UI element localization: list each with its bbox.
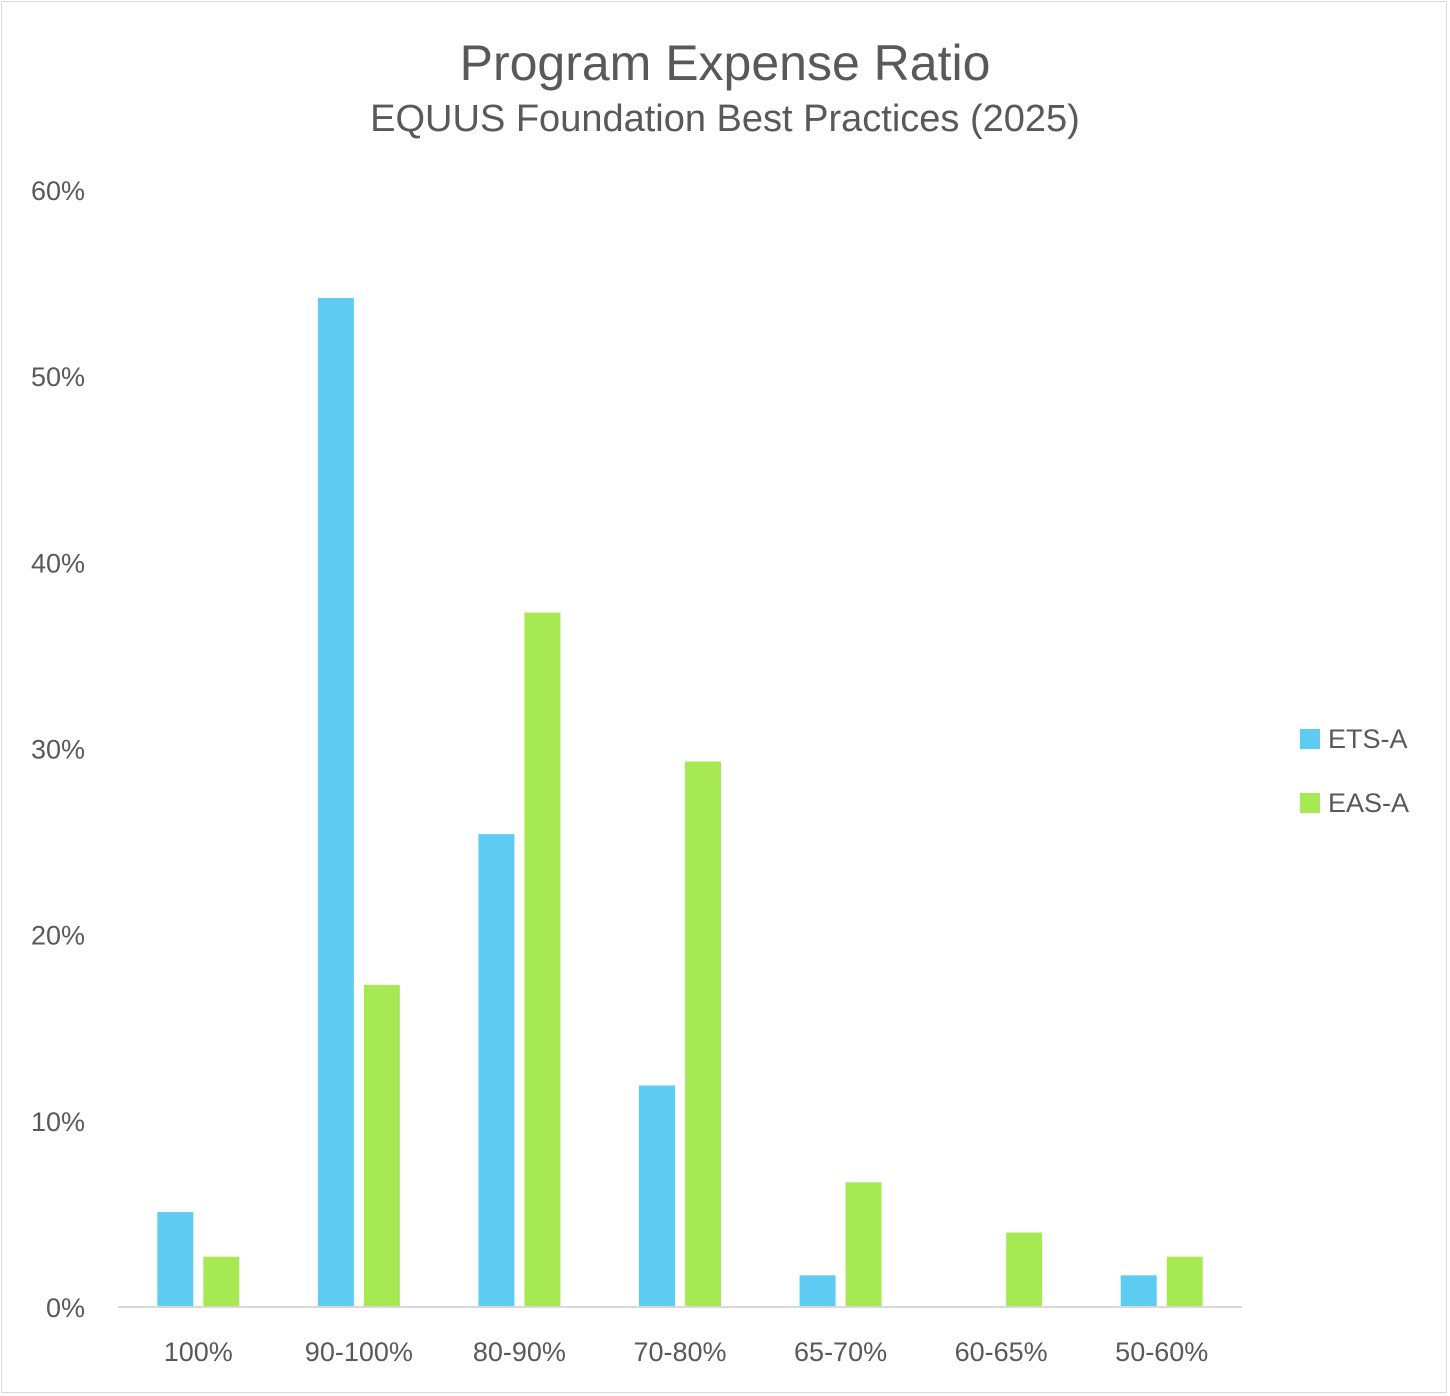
bar-eas-a-0 <box>203 1256 240 1307</box>
x-tick-label: 50-60% <box>1115 1337 1208 1367</box>
bar-ets-a-2 <box>478 834 515 1307</box>
x-tick-label: 80-90% <box>473 1337 566 1367</box>
bar-eas-a-1 <box>363 984 400 1307</box>
bar-ets-a-3 <box>639 1085 675 1307</box>
bar-ets-a-1 <box>317 297 354 1307</box>
chart-title: Program Expense Ratio <box>459 35 991 91</box>
legend-swatch-ets-a <box>1300 729 1320 749</box>
bar-eas-a-2 <box>524 612 561 1307</box>
y-tick-label: 20% <box>31 921 85 951</box>
y-tick-label: 0% <box>46 1293 85 1323</box>
y-tick-label: 40% <box>31 548 85 578</box>
bar-ets-a-0 <box>157 1212 194 1307</box>
legend-item-eas-a: EAS-A <box>1300 786 1409 820</box>
y-tick-label: 60% <box>31 176 85 206</box>
chart-subtitle: EQUUS Foundation Best Practices (2025) <box>370 98 1080 140</box>
bar-eas-a-4 <box>845 1182 882 1307</box>
y-tick-label: 50% <box>31 362 85 392</box>
bar-eas-a-5 <box>1006 1232 1043 1307</box>
legend-swatch-eas-a <box>1300 793 1320 813</box>
legend-label-eas-a: EAS-A <box>1328 787 1410 818</box>
y-tick-label: 30% <box>31 735 85 765</box>
x-tick-label: 65-70% <box>794 1337 887 1367</box>
bar-eas-a-6 <box>1166 1256 1203 1307</box>
y-tick-label: 10% <box>31 1107 85 1137</box>
x-tick-label: 100% <box>164 1337 233 1367</box>
legend-item-ets-a: ETS-A <box>1300 722 1409 756</box>
bar-ets-a-4 <box>799 1275 836 1307</box>
x-tick-label: 70-80% <box>633 1337 726 1367</box>
bar-ets-a-6 <box>1120 1275 1157 1307</box>
bar-eas-a-3 <box>685 761 721 1307</box>
legend-label-ets-a: ETS-A <box>1328 723 1408 754</box>
x-tick-label: 60-65% <box>955 1337 1048 1367</box>
legend: ETS-A EAS-A <box>1300 722 1409 850</box>
x-tick-label: 90-100% <box>305 1337 413 1367</box>
